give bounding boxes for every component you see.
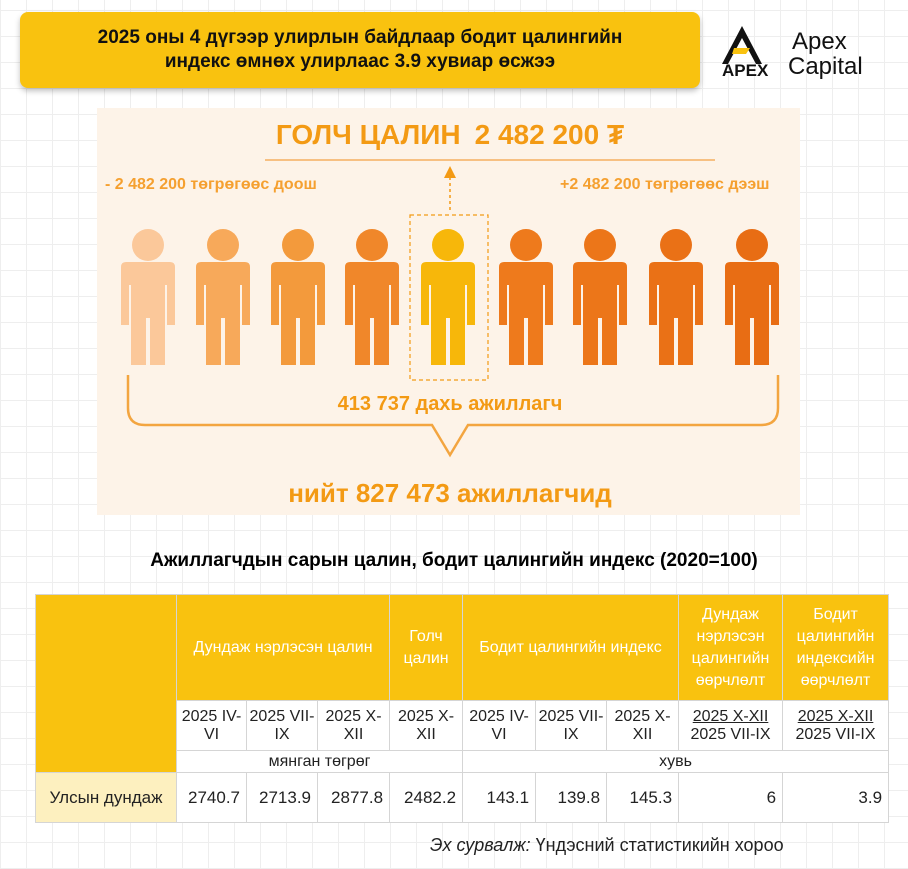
source-prefix: Эх сурвалж: <box>430 835 531 855</box>
period-bottom: 2025 VII-IX <box>690 725 771 743</box>
person-head <box>510 229 542 261</box>
logo-name: Capital <box>788 53 863 80</box>
median-box <box>409 214 489 381</box>
source: Эх сурвалж: Үндэсний статистикийн хороо <box>430 835 784 856</box>
data-table: Дундаж нэрлэсэн цалин Голч цалин Бодит ц… <box>35 594 890 823</box>
people <box>121 229 779 365</box>
infographic: ГОЛЧ ЦАЛИН 2 482 200 ₮ - 2 482 200 төгрөг… <box>97 108 800 515</box>
median-title-label: ГОЛЧ ЦАЛИН <box>276 119 461 150</box>
period-cell: 2025 IV-VI <box>176 700 247 751</box>
corner-cell <box>35 594 177 773</box>
header-cell: Бодит цалингийн индексийн өөрчлөлт <box>782 594 890 701</box>
value-cell: 139.8 <box>535 772 608 823</box>
value-cell: 145.3 <box>606 772 680 823</box>
header-cell: Голч цалин <box>389 594 464 701</box>
left-label: - 2 482 200 төгрөгөөс доош <box>105 176 317 193</box>
period-cell: 2025 X-XII 2025 VII-IX <box>678 700 784 751</box>
person-body <box>649 262 703 365</box>
logo-mark: APEX <box>722 61 769 80</box>
person-body <box>421 262 475 365</box>
banner: 2025 оны 4 дүгээр улирлын байдлаар бодит… <box>20 12 700 88</box>
period-cell: 2025 VII-IX <box>246 700 318 751</box>
period-cell: 2025 IV-VI <box>462 700 537 751</box>
logo-name: Apex <box>792 28 847 55</box>
total-label: нийт 827 473 ажиллагчид <box>288 478 612 508</box>
arrow-head <box>444 166 456 178</box>
median-title-value: 2 482 200 ₮ <box>475 119 624 150</box>
person-body <box>499 262 553 365</box>
person-body <box>271 262 325 365</box>
logo-accent <box>732 48 750 54</box>
banner-title-line: 2025 оны 4 дүгээр улирлын байдлаар бодит… <box>97 27 623 48</box>
person-head <box>736 229 768 261</box>
period-bottom: 2025 VII-IX <box>795 725 876 743</box>
period-cell: 2025 X-XII 2025 VII-IX <box>782 700 890 751</box>
value-cell: 3.9 <box>782 772 890 823</box>
person-head <box>356 229 388 261</box>
period-cell: 2025 VII-IX <box>535 700 608 751</box>
value-cell: 143.1 <box>462 772 537 823</box>
value-cell: 2877.8 <box>316 772 391 823</box>
median-label: 413 737 дахь ажиллагч <box>338 393 563 415</box>
period-cell: 2025 X-XII <box>389 700 464 751</box>
value-cell: 2482.2 <box>389 772 464 823</box>
person-head <box>584 229 616 261</box>
period-cell: 2025 X-XII <box>606 700 680 751</box>
period-cell: 2025 X-XII <box>316 700 391 751</box>
right-label: +2 482 200 төгрөгөөс дээш <box>560 176 770 193</box>
period-top: 2025 X-XII <box>797 707 874 725</box>
person-body <box>121 262 175 365</box>
person-body <box>725 262 779 365</box>
banner-title-line: индекс өмнөх улирлаас 3.9 хувиар өсжээ <box>164 51 556 72</box>
unit-cell: мянган төгрөг <box>175 750 464 773</box>
value-cell: 6 <box>678 772 784 823</box>
person-head <box>132 229 164 261</box>
logo: APEX Apex Capital <box>722 26 863 80</box>
unit-cell: хувь <box>462 750 890 773</box>
person-head <box>660 229 692 261</box>
header-cell: Дундаж нэрлэсэн цалингийн өөрчлөлт <box>678 594 784 701</box>
person-body <box>573 262 627 365</box>
person-body <box>196 262 250 365</box>
person-head <box>432 229 464 261</box>
person-head <box>207 229 239 261</box>
period-top: 2025 X-XII <box>692 707 769 725</box>
median-title: ГОЛЧ ЦАЛИН 2 482 200 ₮ <box>276 119 624 150</box>
source-text: Үндэсний статистикийн хороо <box>535 835 784 855</box>
person-body <box>345 262 399 365</box>
brace <box>126 375 780 458</box>
value-cell: 2713.9 <box>246 772 318 823</box>
value-cell: 2740.7 <box>176 772 247 823</box>
table-title: Ажиллагчдын сарын цалин, бодит цалингийн… <box>150 550 758 571</box>
header-cell: Дундаж нэрлэсэн цалин <box>175 594 391 701</box>
header-cell: Бодит цалингийн индекс <box>462 594 680 701</box>
person-head <box>282 229 314 261</box>
logo-triangle <box>722 26 762 64</box>
row-label: Улсын дундаж <box>35 772 177 823</box>
